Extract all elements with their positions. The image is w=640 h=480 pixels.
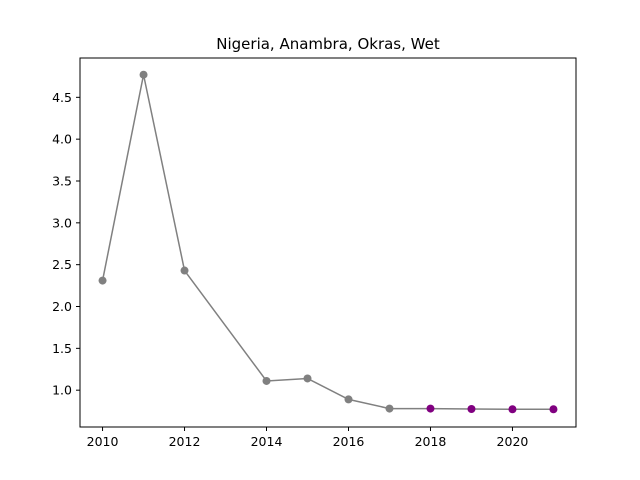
axes: 2010 2012 2014 2016 2018 2020 1.0 1.5 2.0 2.5 3.0 3… bbox=[52, 90, 528, 449]
data-point-2012 bbox=[180, 266, 189, 275]
y-tick-label: 4.5 bbox=[52, 90, 72, 105]
data-point-2017 bbox=[385, 404, 394, 413]
series-line bbox=[101, 74, 554, 411]
y-tick-label: 1.5 bbox=[52, 341, 72, 356]
y-tick-label: 2.5 bbox=[52, 257, 72, 272]
x-tick-label: 2016 bbox=[333, 434, 365, 449]
x-tick-label: 2018 bbox=[415, 434, 447, 449]
y-tick-label: 4.0 bbox=[52, 132, 72, 147]
data-point-2011 bbox=[139, 70, 148, 79]
x-tick-label: 2010 bbox=[87, 434, 119, 449]
y-tick-label: 3.5 bbox=[52, 174, 72, 189]
axes-frame bbox=[79, 57, 577, 428]
y-tick-label: 2.0 bbox=[52, 299, 72, 314]
x-tick-label: 2012 bbox=[169, 434, 201, 449]
y-tick-label: 3.0 bbox=[52, 215, 72, 230]
y-tick-label: 1.0 bbox=[52, 383, 72, 398]
data-point-2016 bbox=[344, 395, 353, 404]
x-tick-label: 2014 bbox=[251, 434, 283, 449]
plot-area bbox=[98, 70, 558, 414]
data-point-2019 bbox=[467, 405, 476, 414]
data-point-2014 bbox=[262, 376, 271, 385]
data-point-2021 bbox=[549, 405, 558, 414]
chart-title: Nigeria, Anambra, Okras, Wet bbox=[216, 35, 440, 53]
data-point-2020 bbox=[508, 405, 517, 414]
data-point-2010 bbox=[98, 276, 107, 285]
x-tick-label: 2020 bbox=[497, 434, 529, 449]
data-point-2018 bbox=[426, 404, 435, 413]
data-point-2015 bbox=[303, 374, 312, 383]
